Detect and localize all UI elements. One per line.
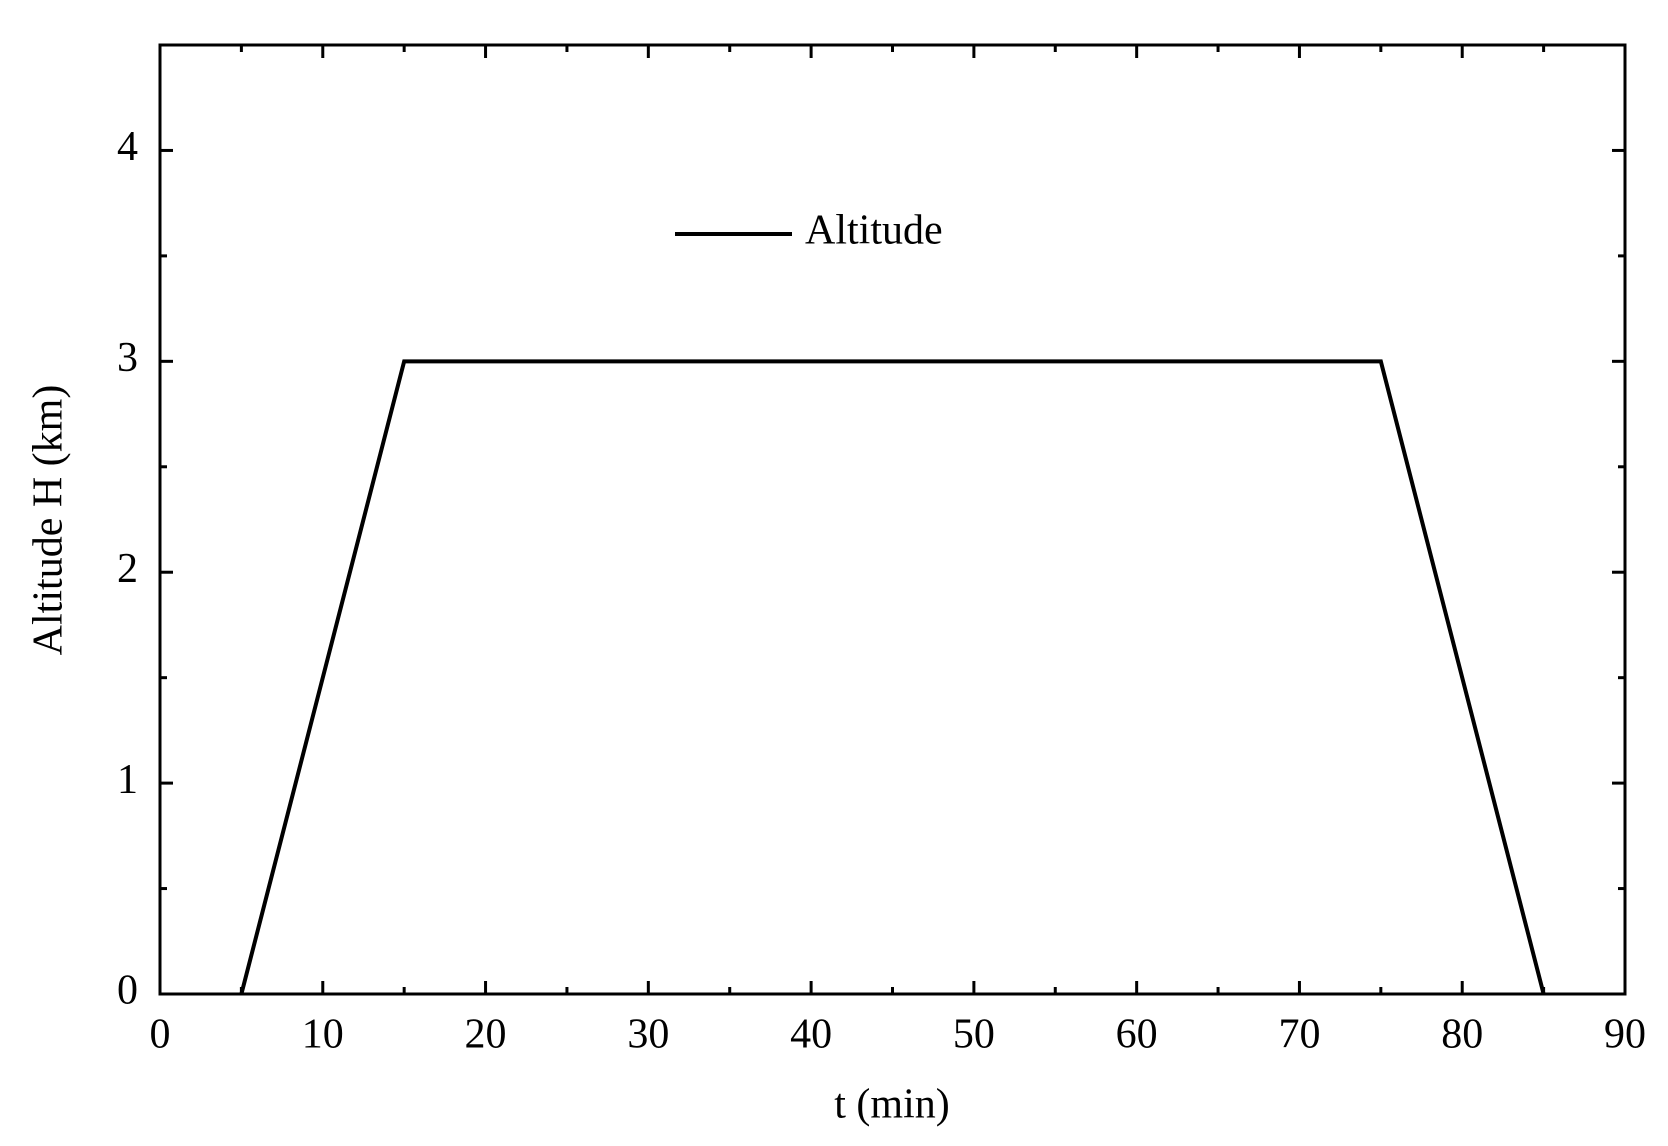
x-tick-label: 90 — [1604, 1012, 1646, 1058]
y-tick-label: 3 — [117, 335, 138, 381]
plot-frame — [158, 43, 1627, 996]
x-tick-label: 70 — [1278, 1012, 1320, 1058]
x-tick-label: 20 — [465, 1012, 507, 1058]
x-tick-label: 60 — [1116, 1012, 1158, 1058]
y-tick-label: 4 — [117, 124, 138, 170]
y-tick-label: 2 — [117, 546, 138, 592]
x-axis-label: t (min) — [834, 1082, 949, 1128]
y-tick-label: 1 — [117, 757, 138, 803]
y-tick-label: 0 — [117, 968, 138, 1014]
x-tick-label: 80 — [1441, 1012, 1483, 1058]
x-tick-label: 0 — [150, 1012, 171, 1058]
data-line — [239, 359, 1546, 995]
x-tick-label: 10 — [302, 1012, 344, 1058]
x-tick-label: 50 — [953, 1012, 995, 1058]
legend-label: Altitude — [805, 208, 943, 254]
x-tick-label: 40 — [790, 1012, 832, 1058]
x-tick-label: 30 — [627, 1012, 669, 1058]
y-axis-label: Altitude H (km) — [26, 385, 72, 656]
